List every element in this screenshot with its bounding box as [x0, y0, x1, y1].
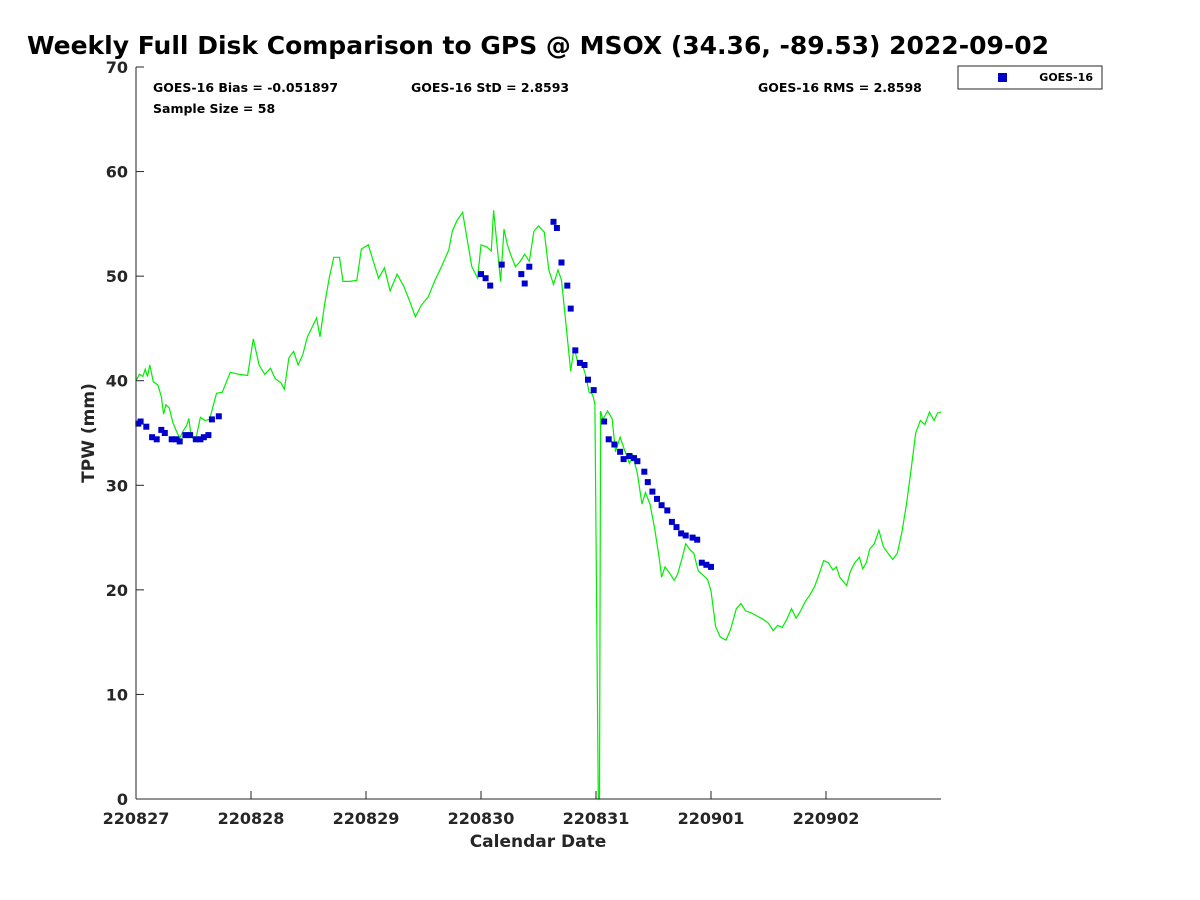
goes16-point — [649, 488, 656, 495]
goes16-point — [208, 416, 215, 423]
y-axis-ticks: 0 10 20 30 40 50 60 70 — [106, 58, 144, 809]
goes16-point — [682, 532, 689, 539]
legend: GOES-16 — [957, 65, 1103, 90]
goes16-point — [478, 271, 484, 278]
std-stat: GOES-16 StD = 2.8593 — [411, 80, 569, 95]
goes16-point — [581, 362, 588, 368]
legend-label-goes16: GOES-16 — [1039, 71, 1093, 84]
gps-line — [135, 210, 942, 800]
goes16-point — [689, 534, 696, 541]
goes16-point — [176, 438, 183, 445]
x-tick-label: 220828 — [218, 809, 285, 828]
goes16-point — [634, 458, 641, 465]
x-tick-label: 220831 — [563, 809, 630, 828]
goes16-point — [168, 436, 175, 443]
goes16-point — [173, 436, 180, 443]
goes16-point — [590, 387, 597, 394]
x-tick-label: 220827 — [103, 809, 170, 828]
goes16-point — [664, 507, 671, 514]
goes16-point — [567, 305, 574, 312]
goes16-point — [182, 432, 189, 439]
x-tick-label: 220830 — [448, 809, 515, 828]
chart-title: Weekly Full Disk Comparison to GPS @ MSO… — [27, 31, 1049, 60]
goes16-point — [631, 455, 637, 462]
y-tick-label: 30 — [106, 476, 128, 495]
goes16-point — [521, 280, 528, 287]
goes16-point — [576, 359, 583, 366]
goes16-point — [620, 456, 627, 463]
goes16-point — [564, 282, 571, 289]
goes16-point — [192, 436, 199, 443]
goes16-point — [143, 423, 150, 430]
x-axis-ticks: 220827 220828 220829 220830 220831 220901 2209… — [103, 791, 860, 828]
goes16-point — [158, 426, 165, 433]
legend-marker-goes16 — [998, 73, 1007, 82]
y-tick-label: 60 — [106, 163, 128, 182]
x-tick-label: 220901 — [678, 809, 745, 828]
goes16-point — [215, 413, 222, 420]
goes16-point — [585, 376, 591, 383]
goes16-point — [205, 432, 212, 439]
goes16-point — [658, 502, 665, 509]
y-axis-label: TPW (mm) — [79, 383, 99, 483]
x-tick-label: 220902 — [793, 809, 860, 828]
y-tick-label: 50 — [106, 267, 128, 286]
y-tick-label: 10 — [106, 685, 128, 704]
y-tick-label: 20 — [106, 581, 128, 600]
goes16-point — [703, 561, 710, 568]
goes16-point — [644, 479, 651, 486]
sample-size-stat: Sample Size = 58 — [153, 101, 275, 116]
goes16-point — [654, 495, 660, 502]
goes16-point — [678, 530, 685, 537]
y-tick-label: 70 — [106, 58, 128, 77]
goes16-point — [200, 434, 207, 441]
goes16-point — [161, 430, 168, 436]
goes16-point — [526, 263, 533, 270]
y-tick-label: 40 — [106, 372, 128, 391]
goes16-point — [668, 518, 675, 525]
goes16-point — [673, 524, 680, 531]
goes16-point — [550, 218, 557, 225]
goes16-point — [197, 436, 204, 443]
goes16-point — [698, 559, 705, 566]
goes16-point — [611, 441, 618, 448]
goes16-point — [708, 563, 714, 570]
rms-stat: GOES-16 RMS = 2.8598 — [758, 80, 922, 95]
goes16-point — [626, 453, 633, 459]
goes16-point — [572, 347, 579, 354]
goes16-point — [617, 448, 624, 455]
goes16-point — [482, 275, 489, 282]
x-tick-label: 220829 — [333, 809, 400, 828]
goes16-point — [498, 261, 505, 268]
plot-area — [136, 67, 941, 799]
bias-stat: GOES-16 Bias = -0.051897 — [153, 80, 338, 95]
x-axis-label: Calendar Date — [470, 832, 607, 852]
goes16-point — [553, 225, 560, 231]
goes16-point — [137, 418, 144, 425]
goes16-point — [487, 282, 494, 289]
goes16-point — [518, 271, 525, 278]
goes16-series — [135, 218, 714, 570]
gps-series — [135, 210, 942, 800]
goes16-point — [149, 434, 156, 441]
goes16-point — [558, 259, 565, 266]
goes16-point — [605, 436, 612, 443]
goes16-point — [641, 468, 648, 475]
goes16-point — [601, 418, 608, 425]
goes16-point — [187, 432, 194, 439]
goes16-point — [153, 436, 160, 443]
legend-box — [957, 65, 1103, 90]
y-tick-label: 0 — [117, 790, 128, 809]
goes16-point — [694, 536, 701, 543]
